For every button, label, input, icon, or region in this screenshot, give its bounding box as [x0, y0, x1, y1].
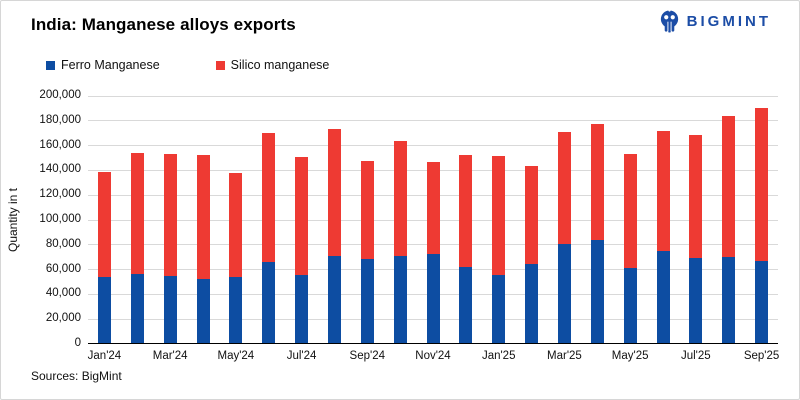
- x-tick-label: Nov'24: [415, 350, 451, 362]
- bar-segment-ferro-May'25: [623, 267, 637, 343]
- bar-segment-ferro-Oct'24: [393, 256, 407, 343]
- x-tick-label: May'25: [611, 350, 649, 362]
- x-tick-label: May'24: [217, 350, 255, 362]
- x-tick-label: Mar'24: [152, 350, 188, 362]
- legend-swatch-icon: [215, 60, 225, 70]
- bar-segment-silico-Jun'24: [262, 133, 276, 262]
- bar-segment-ferro-Apr'25: [590, 240, 604, 343]
- y-tick-label: 20,000: [45, 312, 81, 325]
- gridline: [88, 145, 778, 147]
- chart-legend: Ferro Manganese Silico manganese: [46, 58, 329, 72]
- bar-segment-silico-Jul'25: [689, 134, 703, 259]
- y-tick-label: 180,000: [39, 113, 81, 126]
- bar-segment-ferro-Mar'25: [557, 244, 571, 343]
- legend-swatch-icon: [46, 60, 55, 70]
- bar-segment-ferro-Feb'24: [130, 273, 144, 343]
- y-tick-label: 60,000: [45, 262, 81, 275]
- bar-segment-ferro-Jun'24: [262, 261, 276, 343]
- bar-segment-ferro-Mar'24: [163, 276, 177, 343]
- x-tick-label: Sep'24: [349, 350, 385, 362]
- bar-segment-ferro-Sep'25: [755, 261, 769, 343]
- gridline: [88, 120, 778, 122]
- legend-label: Silico manganese: [230, 58, 330, 72]
- bar-segment-silico-May'25: [623, 153, 637, 268]
- bar-segment-ferro-Nov'24: [426, 254, 440, 343]
- bar-segment-silico-Feb'24: [130, 153, 144, 274]
- bigmint-logo-text: BIGMINT: [686, 13, 771, 30]
- bar-segment-silico-Mar'25: [557, 131, 571, 245]
- bigmint-logo: BIGMINT: [658, 9, 771, 34]
- bar-segment-silico-Jan'24: [97, 171, 111, 278]
- y-tick-label: 100,000: [39, 213, 81, 225]
- bar-segment-silico-Apr'24: [196, 155, 210, 279]
- plot-area: [88, 95, 778, 344]
- bar-segment-ferro-Jun'25: [656, 251, 670, 343]
- x-tick-label: Jul'25: [680, 350, 711, 362]
- y-tick-label: 0: [74, 337, 81, 349]
- y-tick-label: 120,000: [39, 188, 81, 201]
- bar-segment-silico-Feb'25: [525, 165, 539, 264]
- bar-segment-silico-Sep'24: [360, 160, 374, 259]
- bar-segment-silico-Jan'25: [492, 156, 506, 276]
- bar-segment-silico-Dec'24: [459, 155, 473, 268]
- y-tick-label: 200,000: [39, 89, 81, 101]
- bar-segment-silico-Oct'24: [393, 140, 407, 257]
- x-axis-line: [88, 343, 778, 344]
- bar-segment-ferro-Aug'24: [327, 255, 341, 343]
- bar-segment-ferro-Jul'25: [689, 258, 703, 343]
- bar-segment-ferro-Feb'25: [525, 263, 539, 343]
- bar-segment-silico-Aug'25: [722, 116, 736, 258]
- bigmint-logo-icon: [658, 9, 681, 34]
- legend-item-0: Ferro Manganese: [46, 58, 160, 72]
- bar-segment-ferro-Apr'24: [196, 278, 210, 343]
- y-tick-label: 160,000: [39, 138, 81, 151]
- bar-segment-silico-Jul'24: [295, 157, 309, 275]
- bar-segment-silico-Apr'25: [590, 124, 604, 241]
- bar-segment-ferro-Aug'25: [722, 257, 736, 343]
- bar-segment-silico-May'24: [229, 173, 243, 278]
- y-tick-label: 80,000: [45, 237, 81, 250]
- x-tick-label: Mar'25: [547, 350, 582, 362]
- x-tick-label: Jul'24: [286, 350, 317, 362]
- x-tick-label: Jan'25: [481, 350, 516, 362]
- bar-segment-silico-Nov'24: [426, 161, 440, 255]
- y-tick-label: 40,000: [45, 287, 81, 300]
- bar-segment-ferro-Jul'24: [295, 274, 309, 343]
- chart-title: India: Manganese alloys exports: [31, 15, 296, 34]
- bar-segment-silico-Jun'25: [656, 130, 670, 252]
- bar-segment-ferro-Sep'24: [360, 258, 374, 343]
- legend-label: Ferro Manganese: [61, 58, 160, 72]
- bar-segment-ferro-May'24: [229, 277, 243, 343]
- y-tick-label: 140,000: [39, 163, 81, 176]
- bar-segment-ferro-Jan'24: [97, 277, 111, 343]
- legend-item-1: Silico manganese: [215, 58, 330, 72]
- bar-segment-silico-Mar'24: [163, 153, 177, 277]
- bar-segment-silico-Sep'25: [755, 108, 769, 262]
- sources-note: Sources: BigMint: [31, 369, 122, 383]
- bar-segment-ferro-Jan'25: [492, 275, 506, 343]
- x-tick-label: Jan'24: [87, 350, 122, 362]
- bar-segment-ferro-Dec'24: [459, 267, 473, 343]
- gridline: [88, 95, 778, 97]
- bar-segment-silico-Aug'24: [327, 129, 341, 256]
- x-tick-label: Sep'25: [743, 350, 780, 362]
